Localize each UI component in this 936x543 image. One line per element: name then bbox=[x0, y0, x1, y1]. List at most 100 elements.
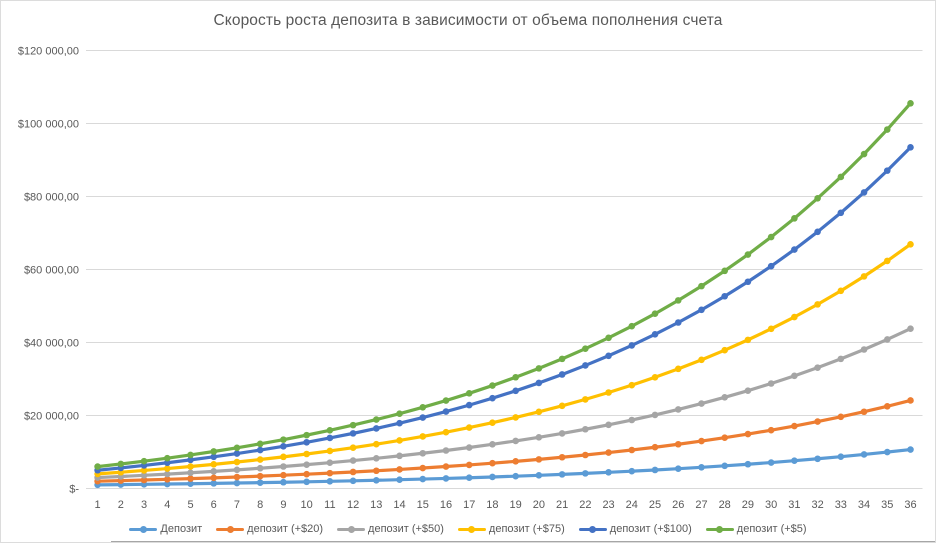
data-point[interactable] bbox=[140, 467, 148, 474]
data-point[interactable] bbox=[837, 413, 845, 421]
data-point[interactable] bbox=[210, 480, 218, 487]
data-point[interactable] bbox=[233, 458, 241, 466]
data-point[interactable] bbox=[582, 451, 589, 459]
data-point[interactable] bbox=[187, 463, 194, 470]
data-point[interactable] bbox=[512, 387, 519, 395]
data-point[interactable] bbox=[233, 479, 241, 487]
data-point[interactable] bbox=[396, 452, 403, 460]
data-point[interactable] bbox=[303, 450, 310, 458]
data-point[interactable] bbox=[605, 352, 612, 360]
legend-item-0[interactable]: Депозит bbox=[129, 523, 202, 535]
data-point[interactable] bbox=[256, 446, 264, 454]
data-point[interactable] bbox=[558, 402, 566, 410]
data-point[interactable] bbox=[860, 189, 868, 196]
data-point[interactable] bbox=[489, 441, 496, 448]
series-line[interactable] bbox=[95, 145, 913, 472]
data-point[interactable] bbox=[396, 466, 403, 473]
data-point[interactable] bbox=[651, 411, 659, 419]
data-point[interactable] bbox=[814, 418, 821, 425]
legend-item-4[interactable]: депозит (+$100) bbox=[578, 523, 692, 535]
data-point[interactable] bbox=[767, 233, 775, 241]
data-point[interactable] bbox=[233, 450, 241, 457]
data-point[interactable] bbox=[605, 389, 612, 396]
data-point[interactable] bbox=[535, 408, 543, 416]
data-point[interactable] bbox=[465, 444, 473, 451]
data-point[interactable] bbox=[280, 442, 287, 450]
data-point[interactable] bbox=[605, 449, 612, 456]
data-point[interactable] bbox=[582, 362, 589, 369]
data-point[interactable] bbox=[349, 468, 357, 476]
data-point[interactable] bbox=[187, 456, 194, 464]
data-point[interactable] bbox=[698, 464, 705, 471]
data-point[interactable] bbox=[674, 406, 682, 413]
data-point[interactable] bbox=[465, 424, 473, 431]
data-point[interactable] bbox=[163, 465, 171, 472]
data-point[interactable] bbox=[373, 476, 380, 484]
data-point[interactable] bbox=[419, 433, 427, 440]
data-point[interactable] bbox=[837, 209, 845, 217]
data-point[interactable] bbox=[512, 472, 519, 480]
data-point[interactable] bbox=[233, 466, 241, 474]
data-point[interactable] bbox=[907, 241, 914, 248]
data-point[interactable] bbox=[256, 472, 264, 480]
data-point[interactable] bbox=[791, 457, 798, 465]
data-point[interactable] bbox=[744, 387, 752, 394]
data-point[interactable] bbox=[512, 414, 519, 421]
data-point[interactable] bbox=[512, 437, 519, 445]
data-point[interactable] bbox=[744, 336, 752, 344]
data-point[interactable] bbox=[140, 472, 148, 479]
data-point[interactable] bbox=[814, 455, 821, 463]
data-point[interactable] bbox=[373, 467, 380, 475]
data-point[interactable] bbox=[163, 476, 171, 483]
legend-item-3[interactable]: депозит (+$75) bbox=[457, 523, 565, 535]
data-point[interactable] bbox=[396, 437, 403, 444]
data-point[interactable] bbox=[628, 381, 636, 389]
data-point[interactable] bbox=[326, 459, 334, 466]
data-point[interactable] bbox=[303, 438, 310, 446]
data-point[interactable] bbox=[791, 313, 798, 321]
series-2[interactable] bbox=[94, 325, 914, 481]
series-5[interactable] bbox=[94, 100, 914, 470]
data-point[interactable] bbox=[558, 355, 566, 363]
data-point[interactable] bbox=[280, 471, 287, 479]
data-point[interactable] bbox=[791, 215, 798, 222]
data-point[interactable] bbox=[674, 365, 682, 373]
data-point[interactable] bbox=[744, 251, 752, 258]
data-point[interactable] bbox=[373, 425, 380, 432]
data-point[interactable] bbox=[489, 382, 496, 389]
data-point[interactable] bbox=[94, 463, 101, 470]
data-point[interactable] bbox=[814, 301, 821, 308]
data-point[interactable] bbox=[256, 479, 264, 486]
data-point[interactable] bbox=[140, 476, 148, 484]
data-point[interactable] bbox=[512, 373, 519, 381]
data-point[interactable] bbox=[512, 458, 519, 465]
data-point[interactable] bbox=[721, 346, 728, 354]
data-point[interactable] bbox=[419, 464, 427, 472]
data-point[interactable] bbox=[791, 246, 798, 253]
data-point[interactable] bbox=[744, 278, 752, 286]
data-point[interactable] bbox=[860, 346, 868, 353]
data-point[interactable] bbox=[558, 453, 566, 461]
data-point[interactable] bbox=[721, 267, 728, 275]
series-0[interactable] bbox=[94, 446, 914, 489]
data-point[interactable] bbox=[744, 460, 752, 468]
data-point[interactable] bbox=[605, 334, 612, 342]
data-point[interactable] bbox=[442, 447, 450, 454]
data-point[interactable] bbox=[280, 478, 287, 486]
data-point[interactable] bbox=[465, 461, 473, 469]
data-point[interactable] bbox=[628, 342, 636, 349]
data-point[interactable] bbox=[837, 287, 845, 295]
data-point[interactable] bbox=[791, 422, 798, 430]
data-point[interactable] bbox=[698, 400, 705, 407]
data-point[interactable] bbox=[373, 440, 380, 448]
series-line[interactable] bbox=[95, 327, 913, 480]
data-point[interactable] bbox=[651, 443, 659, 451]
data-point[interactable] bbox=[883, 167, 891, 174]
data-point[interactable] bbox=[651, 310, 659, 318]
data-point[interactable] bbox=[465, 390, 473, 397]
data-point[interactable] bbox=[674, 440, 682, 448]
legend-item-5[interactable]: депозит (+$5) bbox=[705, 523, 807, 535]
data-point[interactable] bbox=[721, 292, 728, 300]
data-point[interactable] bbox=[373, 454, 380, 462]
